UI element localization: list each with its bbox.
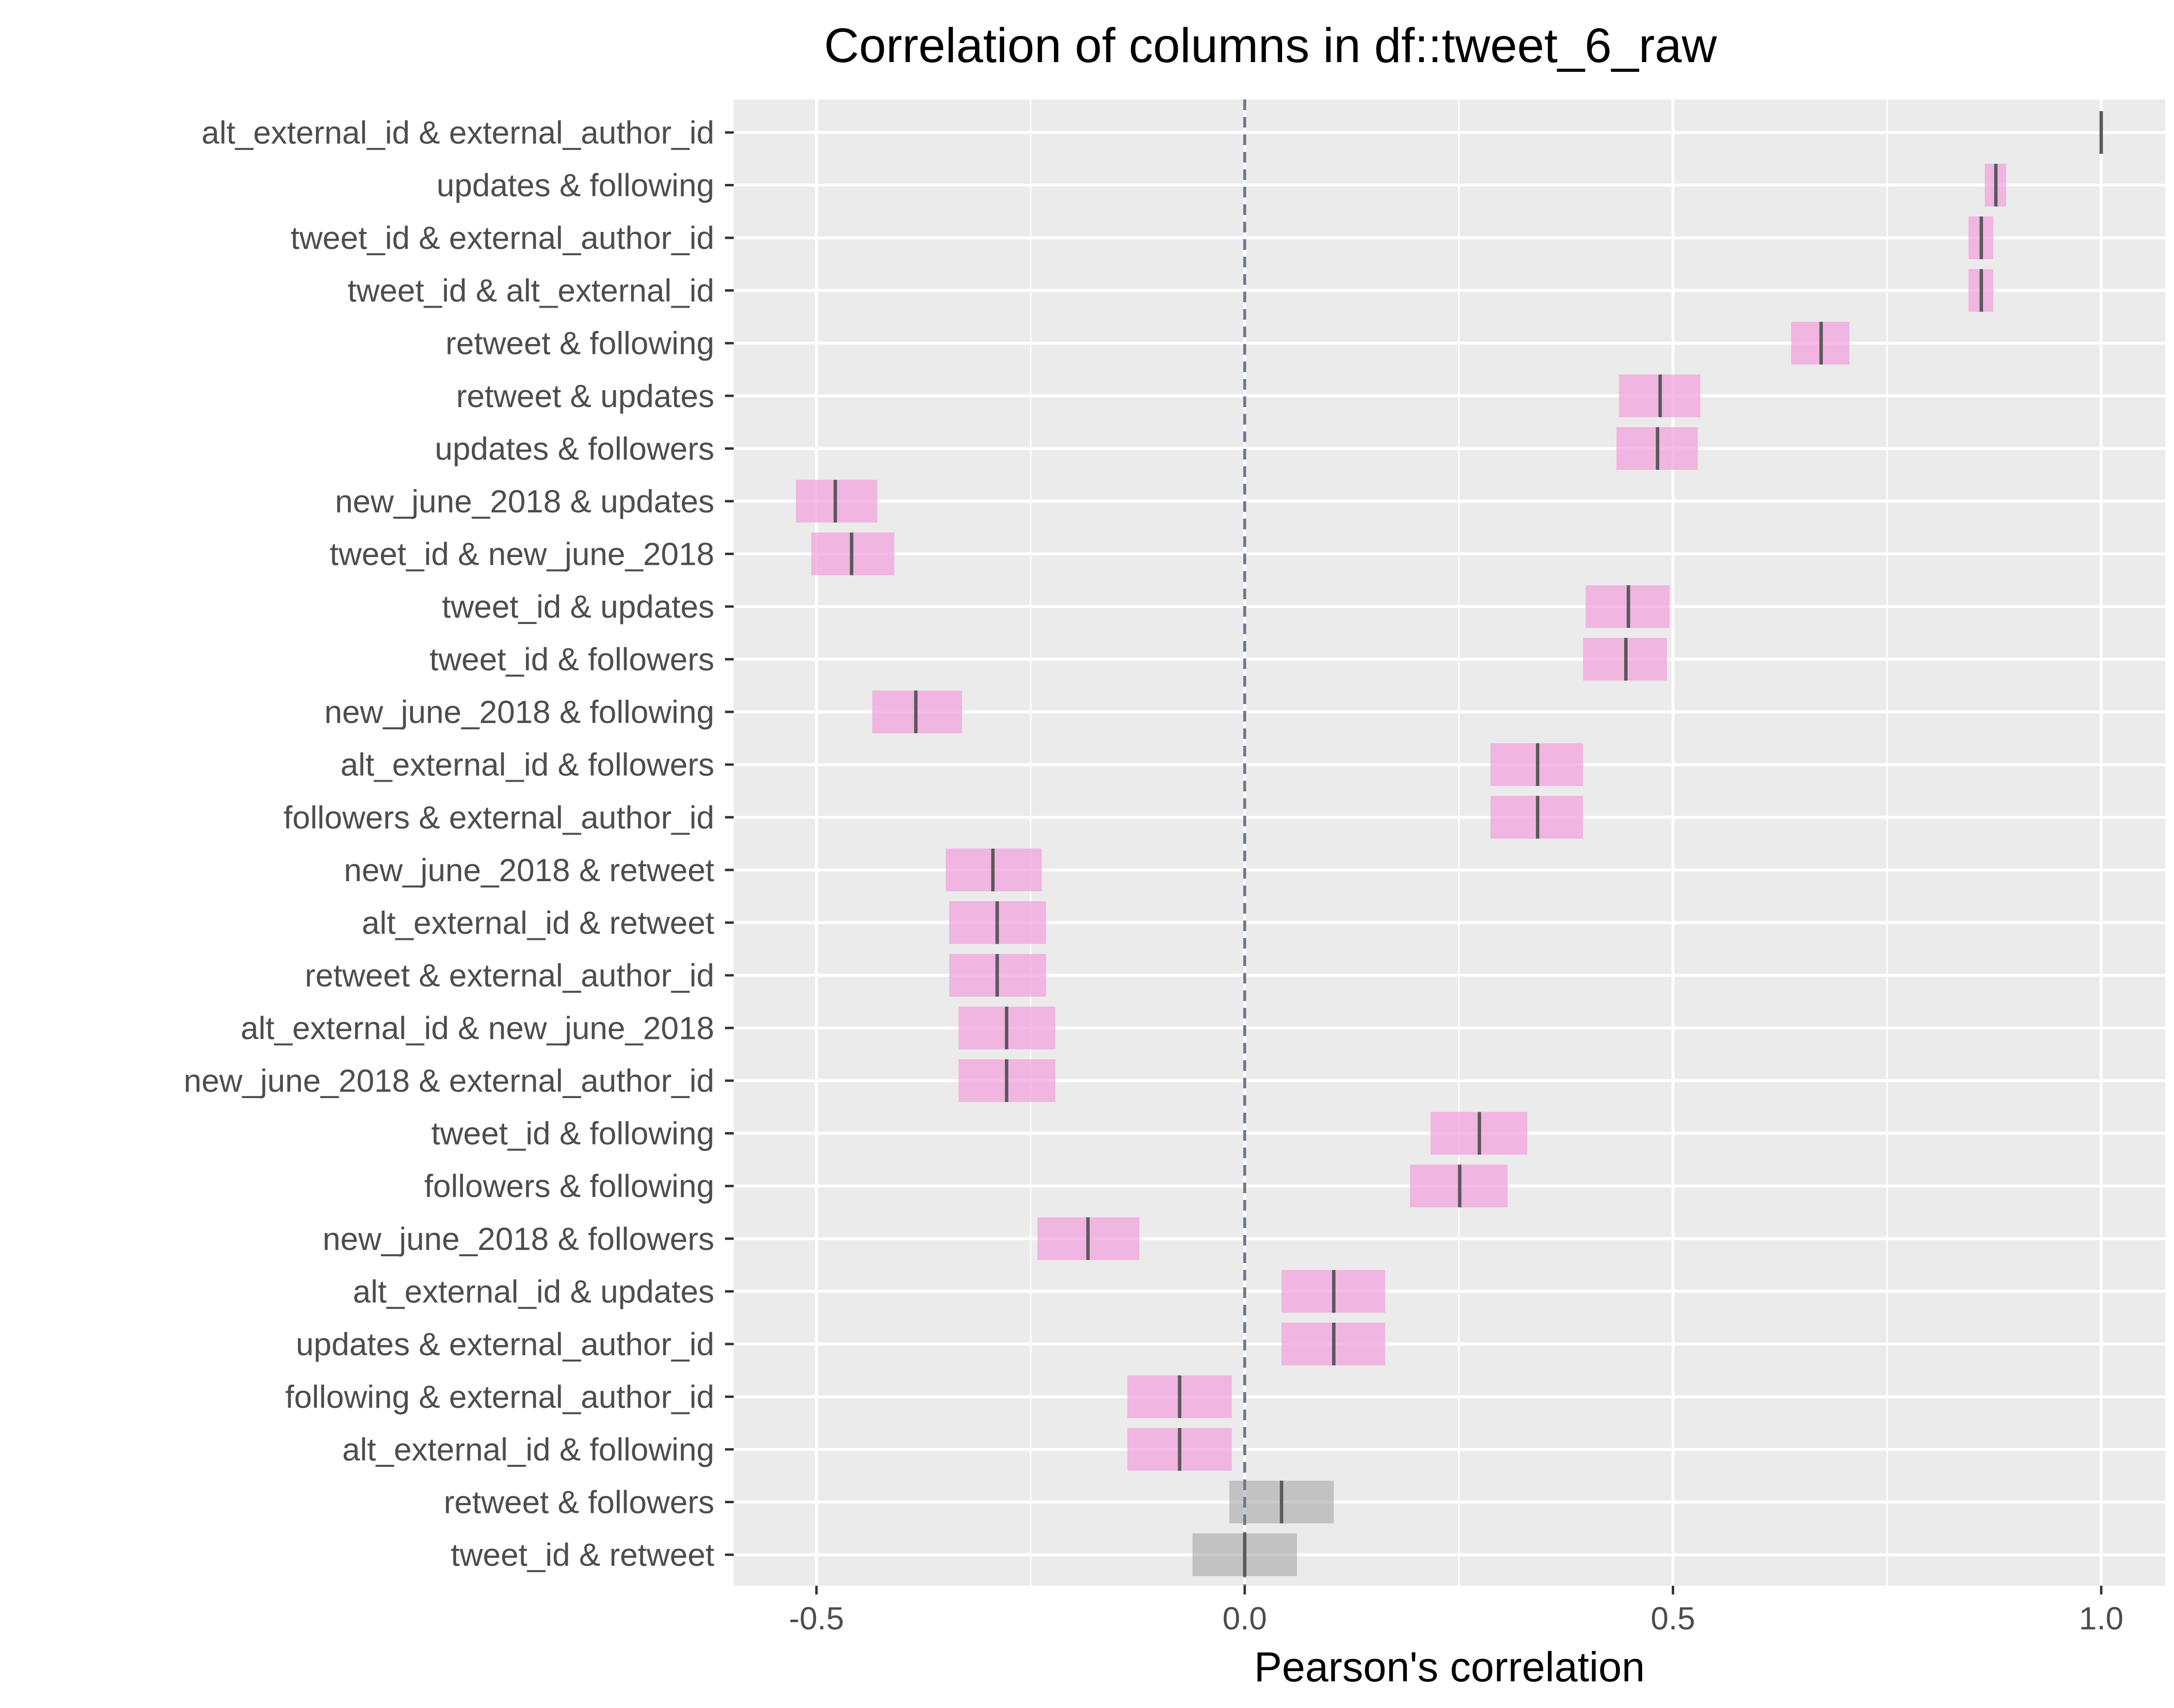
row-label: tweet_id & updates [442, 589, 714, 624]
row-label: following & external_author_id [285, 1379, 714, 1414]
x-tick-label: 0.0 [1222, 1600, 1267, 1636]
row-label: tweet_id & new_june_2018 [329, 536, 714, 572]
row-label: alt_external_id & retweet [362, 904, 714, 940]
row-label: tweet_id & retweet [451, 1537, 714, 1573]
row-label: tweet_id & alt_external_id [347, 273, 714, 309]
chart-title: Correlation of columns in df::tweet_6_ra… [824, 18, 1717, 73]
row-label: updates & following [437, 167, 714, 203]
plot-panel [734, 99, 2165, 1586]
row-label: new_june_2018 & retweet [344, 852, 714, 888]
grid-layer [734, 99, 2165, 1586]
x-tick-layer: -0.5 0.0 0.5 1.0 [789, 1586, 2124, 1636]
x-tick-label: 1.0 [2079, 1600, 2124, 1636]
row-label: retweet & external_author_id [305, 957, 714, 993]
row-label: followers & following [424, 1168, 714, 1204]
row-label: retweet & followers [444, 1484, 714, 1520]
row-label-layer: alt_external_id & external_author_idupda… [183, 115, 714, 1573]
row-label: alt_external_id & following [342, 1431, 714, 1467]
y-tick-layer [725, 131, 734, 1556]
x-tick-label: 0.5 [1651, 1600, 1696, 1636]
row-label: alt_external_id & updates [353, 1273, 714, 1309]
row-label: updates & followers [435, 430, 714, 466]
row-label: retweet & updates [456, 378, 714, 414]
row-label: new_june_2018 & followers [323, 1221, 714, 1257]
row-label: updates & external_author_id [296, 1326, 714, 1362]
row-label: alt_external_id & external_author_id [201, 115, 714, 150]
row-label: new_june_2018 & following [324, 694, 714, 730]
row-label: tweet_id & external_author_id [291, 220, 714, 256]
row-label: alt_external_id & new_june_2018 [241, 1010, 714, 1046]
row-label: tweet_id & following [431, 1116, 714, 1151]
row-label: retweet & following [445, 325, 714, 361]
estimate-layer [833, 111, 2103, 1577]
row-label: followers & external_author_id [283, 799, 714, 835]
x-axis-label: Pearson's correlation [1254, 1644, 1645, 1691]
row-label: new_june_2018 & updates [335, 483, 714, 519]
x-tick-label: -0.5 [789, 1600, 844, 1636]
row-label: tweet_id & followers [429, 641, 714, 677]
row-label: new_june_2018 & external_author_id [183, 1063, 714, 1099]
row-label: alt_external_id & followers [341, 747, 714, 783]
